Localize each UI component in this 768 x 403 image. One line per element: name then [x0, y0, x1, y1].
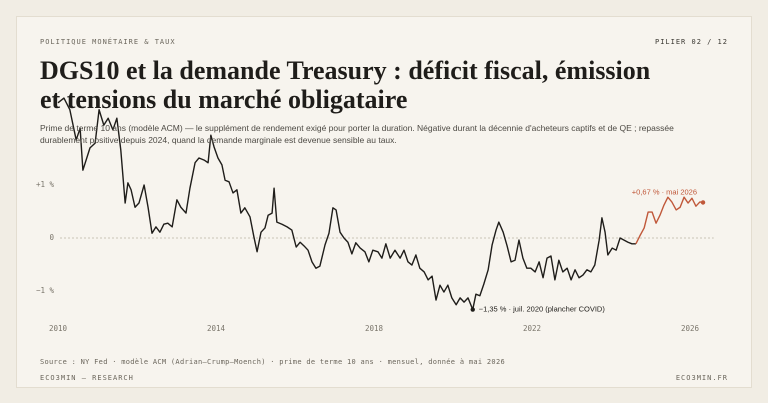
y-tick-label: −1 %	[36, 286, 55, 295]
line-series	[57, 97, 636, 311]
x-tick-label: 2010	[49, 324, 68, 333]
title: DGS10 et la demande Treasury : déficit f…	[40, 56, 651, 114]
page-label: PILIER 02 / 12	[654, 38, 728, 46]
annotation: +0,67 % · mai 2026	[632, 187, 697, 196]
footer-right: ECO3MIN.FR	[675, 374, 728, 382]
footer-left: ECO3MIN — RESEARCH	[40, 374, 134, 382]
line-series	[635, 196, 704, 245]
source: Source : NY Fed · modèle ACM (Adrian–Cru…	[40, 358, 505, 366]
x-tick-label: 2014	[207, 324, 226, 333]
x-tick-label: 2018	[365, 324, 384, 333]
annotation-dot	[470, 307, 475, 312]
y-tick-label: +1 %	[36, 180, 55, 189]
x-tick-label: 2026	[681, 324, 700, 333]
annotation-dot	[700, 200, 706, 205]
kicker: POLITIQUE MONÉTAIRE & TAUX	[40, 38, 176, 46]
y-tick-label: 0	[49, 233, 54, 242]
annotation: −1,35 % · juil. 2020 (plancher COVID)	[479, 305, 606, 314]
x-tick-label: 2022	[523, 324, 541, 333]
subtitle: Prime de terme 10 ans (modèle ACM) — le …	[40, 123, 674, 145]
